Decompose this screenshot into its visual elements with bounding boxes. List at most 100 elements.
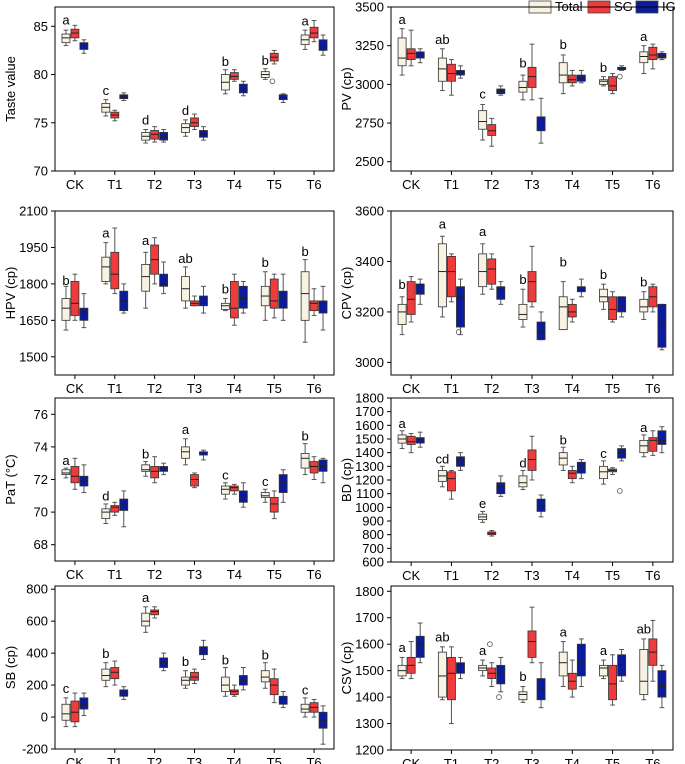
box-sg-t2 [487,117,497,147]
box-total-t1 [101,503,111,525]
y-tick-label: 70 [34,164,48,179]
box-sg-ck [70,24,80,42]
box-body [558,62,568,84]
significance-letter: a [439,217,447,232]
y-tick-label: 1800 [355,584,384,599]
box-body [599,288,608,303]
box-body [518,303,528,320]
box-ig-t6 [318,34,328,56]
box-body [229,485,239,492]
box-total-t5 [260,271,270,321]
box-body [406,435,416,445]
box-sg-t6 [648,430,658,456]
box-sg-ck [406,641,416,680]
box-body [70,700,80,723]
y-tick-label: 1800 [355,391,384,406]
significance-letter: a [479,643,487,658]
box-total-t2 [141,606,151,633]
box-sg-t4 [229,684,239,697]
x-tick-label: T2 [147,381,162,396]
box-total-t3 [181,266,190,309]
box-body [599,465,608,480]
box-total-t5 [599,283,608,310]
y-axis-label: PV (cp) [339,67,354,110]
box-total-t5 [260,68,276,85]
y-tick-label: 1700 [355,610,384,625]
significance-letter: ab [178,251,192,266]
box-body [496,286,506,300]
box-ig-t1 [119,490,129,528]
significance-letter: b [519,272,526,287]
x-tick-label: T4 [565,568,580,583]
box-body [61,703,71,721]
significance-letter: c [222,468,229,483]
box-ig-ck [415,48,425,64]
box-sg-t6 [309,698,319,718]
x-tick-label: T3 [524,756,539,764]
box-body [536,498,546,512]
box-total-t6 [300,443,310,476]
significance-letter: a [600,643,608,658]
significance-letter: b [600,267,607,282]
x-tick-label: T6 [306,755,321,764]
box-ig-t2 [159,129,168,143]
significance-letter: b [222,282,229,297]
box-body [278,290,288,309]
box-total-t6 [300,697,310,718]
box-body [101,256,111,282]
x-tick-label: CK [66,177,84,192]
box-sg-t3 [190,472,199,489]
box-body [309,300,319,312]
box-body [639,649,649,695]
box-body [159,466,168,472]
box-total-t4 [220,667,230,697]
box-body [478,110,488,130]
box-ig-ck [415,622,425,664]
box-ig-t6 [657,51,667,61]
box-body [415,283,425,295]
box-total-t6 [639,434,649,458]
significance-letter: a [398,640,406,655]
box-total-ck [61,697,71,728]
box-total-t2 [141,129,151,144]
box-body [567,303,577,318]
y-tick-label: 68 [34,537,48,552]
significance-letter: a [640,29,648,44]
box-body [260,670,270,683]
box-body [70,281,80,316]
x-tick-label: T1 [107,177,122,192]
outlier-point [617,73,623,80]
significance-letter: c [262,474,269,489]
significance-letter: b [262,255,269,270]
box-sg-t1 [446,646,456,725]
box-ig-ck [79,39,89,54]
box-sg-t4 [229,483,239,495]
box-body [79,307,89,321]
significance-letter: b [640,275,647,290]
box-total-t4 [220,297,230,312]
box-body [576,461,586,474]
box-total-t2 [478,510,488,523]
significance-letter: b [262,53,269,68]
box-body [110,505,120,513]
box-body [278,474,288,493]
significance-letter: b [519,55,526,70]
box-ig-ck [79,464,89,494]
box-total-t6 [300,29,310,50]
box-ig-t1 [456,278,465,336]
box-body [657,303,667,348]
box-total-ck [397,296,407,336]
box-sg-ck [70,273,80,321]
y-tick-label: 74 [34,439,48,454]
x-tick-label: T2 [484,756,499,764]
box-body [110,667,120,680]
significance-letter: b [301,428,308,443]
box-body [639,298,649,313]
box-sg-t5 [269,273,279,319]
box-body [599,79,608,85]
box-total-t5 [260,662,270,689]
box-total-t2 [141,251,151,309]
box-ig-t4 [576,278,586,298]
box-body [220,485,230,495]
